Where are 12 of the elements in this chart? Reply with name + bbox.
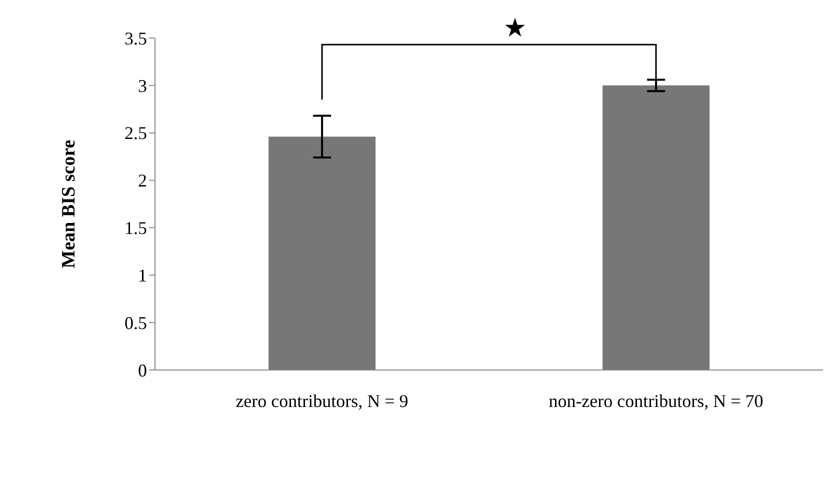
y-tick-label: 1.5: [124, 218, 147, 238]
y-tick-label: 2.5: [124, 123, 147, 144]
x-tick-label: non-zero contributors, N = 70: [548, 390, 764, 411]
y-tick-label: 2: [138, 170, 147, 191]
y-tick-label: 3.5: [124, 28, 147, 48]
annotation: ★: [503, 14, 527, 44]
y-tick-label: 3: [138, 76, 147, 96]
y-tick-label: 0: [138, 360, 147, 380]
x-tick-label: zero contributors, N = 9: [236, 390, 408, 411]
y-tick-label: 1: [138, 266, 147, 286]
y-axis-title: Mean BIS score: [58, 140, 80, 268]
y-tick-label: 0.5: [124, 312, 147, 333]
